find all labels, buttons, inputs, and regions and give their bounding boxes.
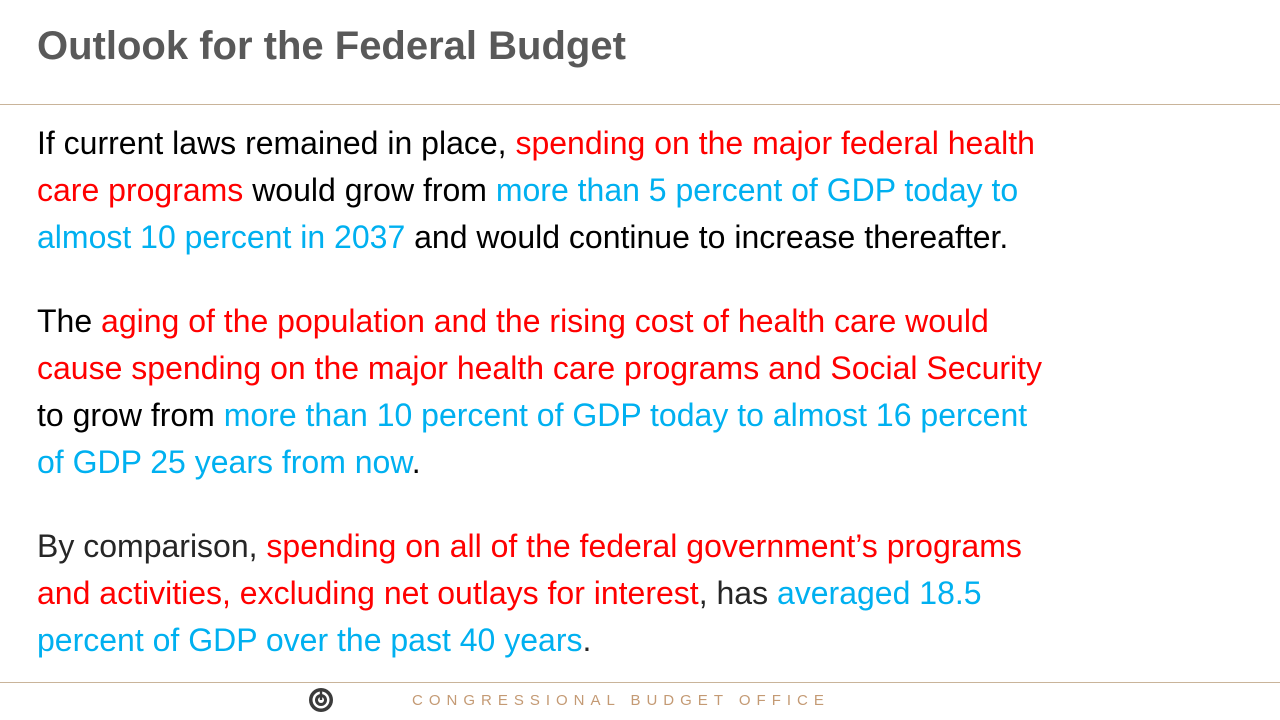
slide-body: If current laws remained in place, spend…	[37, 120, 1197, 664]
paragraph-comparison: By comparison, spending on all of the fe…	[37, 523, 1197, 664]
highlight-blue: percent of GDP over the past 40 years	[37, 622, 583, 658]
text-run: By comparison,	[37, 528, 267, 564]
highlight-red: spending on the major federal health	[515, 125, 1035, 161]
highlight-blue: more than 10 percent of GDP today to alm…	[223, 397, 1028, 433]
footer-org-name: CONGRESSIONAL BUDGET OFFICE	[412, 692, 830, 709]
cbo-logo-icon	[309, 688, 333, 712]
footer-divider	[0, 682, 1280, 683]
text-line: By comparison, spending on all of the fe…	[37, 523, 1197, 570]
highlight-red: and activities, excluding net outlays fo…	[37, 575, 699, 611]
text-line: care programs would grow from more than …	[37, 167, 1197, 214]
text-run: and would continue to increase thereafte…	[405, 219, 1009, 255]
text-run: The	[37, 303, 102, 339]
text-line: almost 10 percent in 2037 and would cont…	[37, 214, 1197, 261]
highlight-blue: more than 5 percent of GDP today to	[495, 172, 1019, 208]
text-line: to grow from more than 10 percent of GDP…	[37, 392, 1197, 439]
text-run: .	[411, 444, 421, 480]
highlight-red: spending on all of the federal governmen…	[266, 528, 1022, 564]
highlight-blue: averaged 18.5	[776, 575, 982, 611]
paragraph-health-care-spending: If current laws remained in place, spend…	[37, 120, 1197, 261]
highlight-red: aging of the population and the rising c…	[101, 303, 989, 339]
text-line: percent of GDP over the past 40 years.	[37, 617, 1197, 664]
text-line: The aging of the population and the risi…	[37, 298, 1197, 345]
header-divider	[0, 104, 1280, 105]
text-run: If current laws remained in place,	[37, 125, 516, 161]
highlight-red: care programs	[37, 172, 244, 208]
text-line: of GDP 25 years from now.	[37, 439, 1197, 486]
slide-title: Outlook for the Federal Budget	[37, 24, 626, 68]
highlight-red: cause spending on the major health care …	[37, 350, 1043, 386]
text-run: to grow from	[37, 397, 224, 433]
text-run: , has	[698, 575, 777, 611]
paragraph-aging-population: The aging of the population and the risi…	[37, 298, 1197, 486]
highlight-blue: of GDP 25 years from now	[37, 444, 412, 480]
text-line: If current laws remained in place, spend…	[37, 120, 1197, 167]
text-line: cause spending on the major health care …	[37, 345, 1197, 392]
text-run: would grow from	[243, 172, 496, 208]
text-line: and activities, excluding net outlays fo…	[37, 570, 1197, 617]
highlight-blue: almost 10 percent in 2037	[37, 219, 406, 255]
text-run: .	[582, 622, 592, 658]
